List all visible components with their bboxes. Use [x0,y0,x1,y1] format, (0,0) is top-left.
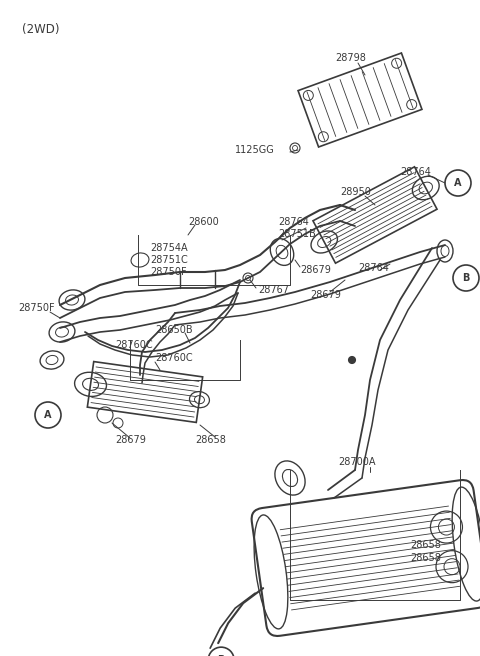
Text: 28754A: 28754A [150,243,188,253]
Text: 28767: 28767 [258,285,289,295]
Text: 28600: 28600 [188,217,219,227]
Text: 28764: 28764 [358,263,389,273]
Text: 28658: 28658 [195,435,226,445]
Text: 28679: 28679 [300,265,331,275]
Text: B: B [462,273,470,283]
Text: 28650B: 28650B [155,325,192,335]
Text: 28760C: 28760C [155,353,192,363]
Text: 28760C: 28760C [115,340,153,350]
Text: 28798: 28798 [335,53,366,63]
Text: A: A [454,178,462,188]
FancyBboxPatch shape [252,480,480,636]
Text: 28751B: 28751B [278,229,316,239]
Text: 28764: 28764 [278,217,309,227]
Text: 28658: 28658 [410,540,441,550]
Text: A: A [44,410,52,420]
Text: 1125GG: 1125GG [235,145,275,155]
Text: 28750F: 28750F [18,303,55,313]
Polygon shape [313,167,437,263]
Text: (2WD): (2WD) [22,24,60,37]
Text: 28679: 28679 [310,290,341,300]
Polygon shape [87,361,203,422]
Circle shape [348,356,356,363]
Text: B: B [217,655,225,656]
Text: 28764: 28764 [400,167,431,177]
Text: 28750F: 28750F [150,267,187,277]
Text: 28751C: 28751C [150,255,188,265]
Text: 28658: 28658 [410,553,441,563]
Text: 28679: 28679 [115,435,146,445]
Text: 28700A: 28700A [338,457,375,467]
Text: 28950: 28950 [340,187,371,197]
